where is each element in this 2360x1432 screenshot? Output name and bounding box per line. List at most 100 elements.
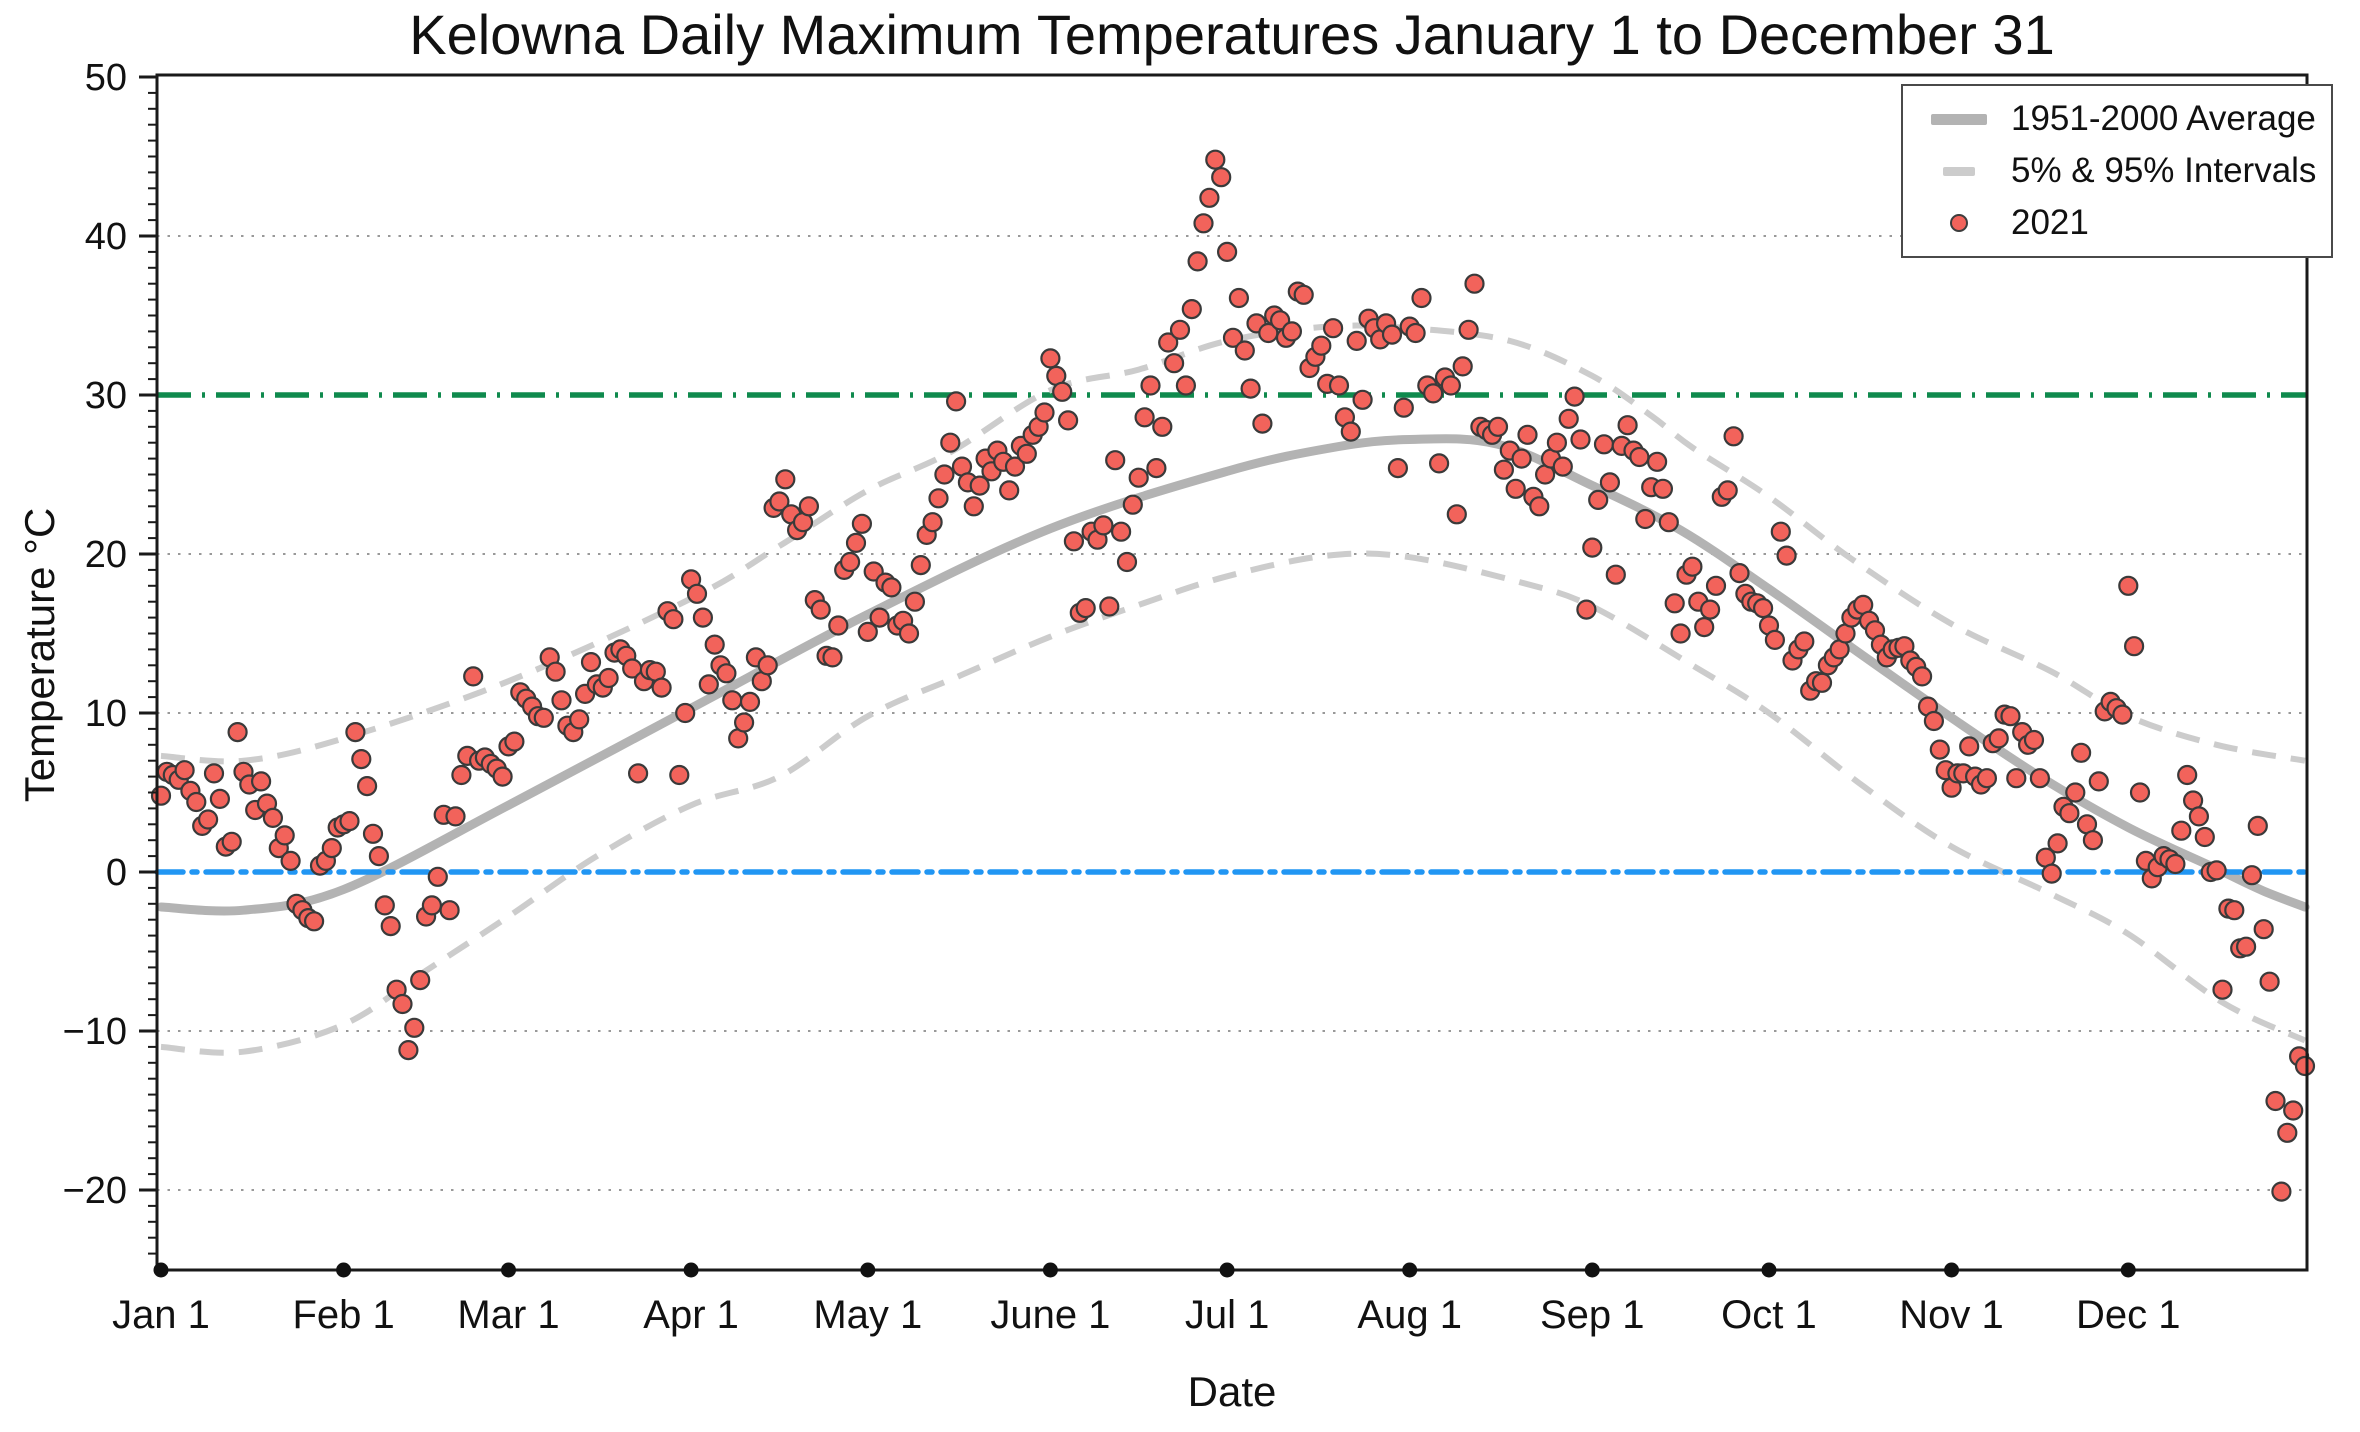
data-point	[1116, 551, 1138, 573]
data-point	[404, 1017, 425, 1038]
data-point	[445, 806, 466, 827]
data-point	[2265, 1090, 2286, 1112]
data-point	[221, 831, 242, 852]
interval-95-line	[160, 322, 2306, 765]
x-tick-dot-Feb-1	[336, 1262, 352, 1278]
data-point	[627, 763, 649, 784]
x-tick-dot-Apr-1	[683, 1262, 699, 1278]
data-point	[598, 667, 619, 689]
data-point	[1576, 599, 1597, 620]
legend-item-2021: 2021	[1921, 200, 2313, 246]
data-point	[828, 615, 849, 636]
data-point	[280, 850, 301, 872]
legend-label-2021: 2021	[2011, 203, 2089, 242]
data-point	[2247, 815, 2268, 837]
data-point	[198, 809, 219, 830]
data-point	[1752, 597, 1774, 619]
data-point	[2129, 782, 2151, 803]
data-point	[1664, 593, 1685, 614]
x-tick-dot-May-1	[860, 1262, 876, 1278]
data-point	[492, 766, 513, 787]
data-point	[1228, 287, 1250, 309]
data-point	[1811, 672, 1833, 693]
interval-line-swatch	[1921, 166, 1997, 176]
data-point	[1352, 389, 1373, 410]
data-point	[1635, 508, 1656, 530]
data-point	[692, 607, 714, 628]
data-point	[1099, 596, 1120, 617]
data-point	[1199, 187, 1220, 208]
data-point	[2236, 936, 2257, 957]
data-point	[2041, 863, 2062, 884]
data-point	[722, 690, 743, 711]
data-point	[1458, 319, 1479, 340]
data-point	[227, 721, 248, 743]
legend: 1951-2000 Average 5% & 95% Intervals 202…	[1901, 84, 2333, 258]
data-point	[2194, 826, 2215, 848]
data-point	[1658, 512, 1679, 533]
data-point	[2177, 764, 2198, 786]
data-point	[1529, 496, 1550, 517]
data-point	[504, 731, 525, 752]
data-point	[928, 488, 949, 509]
data-point	[1552, 456, 1573, 477]
data-point	[1599, 472, 1621, 493]
data-point	[663, 609, 684, 630]
data-point	[839, 551, 861, 573]
data-point	[1034, 402, 1055, 423]
data-point	[1493, 459, 1515, 480]
data-point	[1105, 450, 1126, 471]
data-point	[1452, 356, 1473, 377]
data-point	[2165, 853, 2186, 875]
data-point	[1110, 521, 1132, 542]
data-point	[669, 764, 690, 786]
data-point	[2071, 742, 2092, 763]
data-point	[733, 712, 755, 733]
x-tick-dot-Jan-1	[153, 1262, 169, 1278]
data-point	[1959, 736, 1980, 757]
data-point	[1216, 241, 1238, 262]
data-point	[2283, 1100, 2304, 1121]
chart-title: Kelowna Daily Maximum Temperatures Janua…	[409, 3, 2055, 66]
data-point	[321, 837, 342, 859]
data-point	[1205, 149, 1226, 170]
data-point	[969, 475, 990, 496]
data-point	[545, 661, 566, 682]
data-point	[1646, 451, 1668, 472]
data-point	[1252, 413, 1273, 434]
data-point	[2253, 919, 2274, 940]
data-point	[1729, 562, 1750, 584]
data-point	[2059, 803, 2080, 824]
data-point	[2188, 806, 2209, 827]
data-point	[1652, 478, 1674, 499]
y-tick-label-40: 40	[85, 216, 127, 258]
data-point	[1570, 429, 1591, 450]
x-tick-dot-Aug-1	[1402, 1262, 1418, 1278]
data-point	[357, 775, 378, 797]
data-point	[769, 491, 790, 512]
data-point	[463, 666, 484, 687]
data-point	[1464, 273, 1485, 294]
x-tick-dot-Mar-1	[501, 1262, 517, 1278]
y-tick-label-10: 10	[85, 693, 127, 735]
data-point	[1328, 375, 1350, 396]
data-point	[857, 621, 878, 643]
data-point	[1040, 348, 1061, 369]
data-point	[1423, 383, 1444, 404]
data-point	[2241, 865, 2262, 886]
data-point	[1093, 515, 1114, 536]
data-point	[1682, 556, 1703, 577]
data-point	[2065, 782, 2086, 803]
y-tick-label-20: 20	[85, 534, 127, 576]
legend-label-average: 1951-2000 Average	[2011, 99, 2316, 138]
legend-label-intervals: 5% & 95% Intervals	[2011, 151, 2317, 190]
data-point	[851, 513, 873, 534]
data-point	[1764, 629, 1786, 651]
y-tick-label-50: 50	[85, 57, 127, 99]
x-tick-dot-Jul-1	[1219, 1262, 1235, 1278]
data-point	[1517, 424, 1538, 445]
data-point	[374, 895, 395, 916]
data-point	[1387, 458, 1409, 479]
